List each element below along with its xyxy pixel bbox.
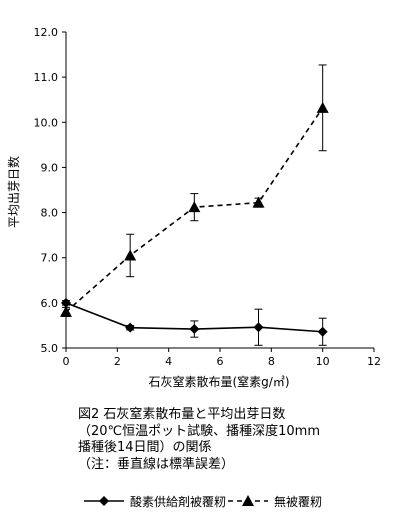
x-axis-title: 石灰窒素散布量(窒素g/㎡)	[148, 374, 289, 389]
chart: 5.0 6.0 7.0 8.0 9.0 10.0 11.0 12.0 0 2 4 6 8 10 12 平均出…	[6, 26, 382, 389]
x-tick-label: 12	[367, 355, 381, 368]
legend-triangle-marker	[242, 495, 254, 506]
legend-symbols	[84, 495, 268, 506]
x-tick-label: 6	[217, 355, 224, 368]
data-point-diamond	[61, 297, 71, 308]
data-point-triangle	[124, 249, 137, 261]
data-point-diamond	[253, 322, 264, 333]
legend: 酸素供給剤被覆籾 無被覆籾	[0, 490, 400, 512]
y-tick-label: 12.0	[34, 26, 59, 39]
caption-line: 播種後14日間）の関係	[78, 440, 212, 455]
caption-line: （注：垂直線は標準誤差）	[78, 456, 235, 472]
legend-label-uncoated: 無被覆籾	[274, 495, 323, 509]
caption-line: （20℃恒温ポット試験、播種深度10mm	[78, 423, 321, 439]
legend-label-coated: 酸素供給剤被覆籾	[130, 495, 227, 509]
y-tick-label: 11.0	[34, 71, 59, 84]
data-point-diamond	[125, 322, 136, 333]
data-point-diamond	[317, 326, 328, 337]
y-tick-label: 6.0	[41, 297, 59, 310]
x-tick-label: 0	[63, 355, 70, 368]
x-tick-label: 8	[268, 355, 275, 368]
y-tick-label: 8.0	[41, 207, 59, 220]
caption-line: 図2 石灰窒素散布量と平均出芽日数	[78, 407, 286, 422]
y-axis-title: 平均出芽日数	[6, 156, 21, 228]
plot-area: 5.0 6.0 7.0 8.0 9.0 10.0 11.0 12.0 0 2 4 6 8 10 12	[34, 26, 382, 368]
y-tick-label: 7.0	[41, 252, 59, 265]
y-tick-label: 10.0	[34, 116, 59, 129]
data-point-triangle	[60, 305, 72, 317]
data-point-triangle	[188, 201, 201, 213]
data-point-diamond	[189, 324, 200, 335]
data-point-triangle	[316, 101, 329, 113]
x-tick-label: 4	[165, 355, 172, 368]
x-tick-label: 10	[316, 355, 330, 368]
x-tick-label: 2	[114, 355, 121, 368]
y-tick-label: 9.0	[41, 161, 59, 174]
figure-caption: 図2 石灰窒素散布量と平均出芽日数 （20℃恒温ポット試験、播種深度10mm 播…	[78, 407, 378, 473]
data-point-triangle	[252, 196, 265, 208]
y-tick-label: 5.0	[41, 342, 59, 355]
legend-diamond-marker	[99, 496, 109, 506]
